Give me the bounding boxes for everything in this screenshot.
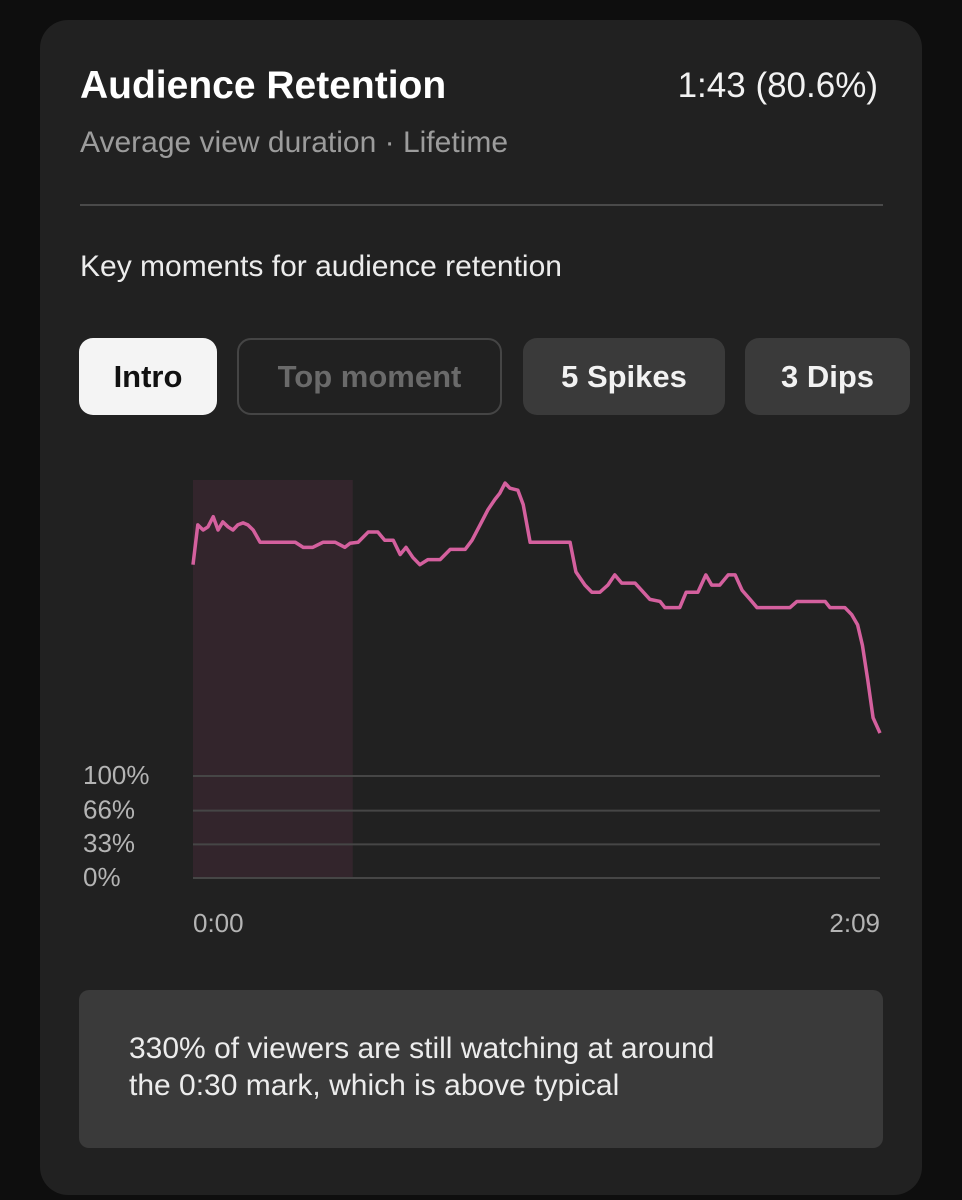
card-title: Audience Retention <box>80 64 447 107</box>
retention-line <box>191 481 882 734</box>
section-title: Key moments for audience retention <box>80 250 562 283</box>
insight-text: the 0:30 mark, which is above typical <box>129 1069 620 1102</box>
tab-dips[interactable]: 3 Dips <box>745 338 910 415</box>
x-tick-label: 0:00 <box>193 908 244 938</box>
retention-chart: 0% 33%66% 100% 0:00 2:09 <box>83 480 882 938</box>
y-tick-label: 33% <box>83 828 135 858</box>
intro-highlight <box>193 480 353 878</box>
insight-box: 330% of viewers are still watching at ar… <box>79 990 883 1148</box>
divider <box>80 204 883 206</box>
tab-intro[interactable]: Intro <box>79 338 217 415</box>
y-tick-label: 66% <box>83 795 135 825</box>
average-duration: 1:43 (80.6%) <box>677 66 878 105</box>
y-tick-label: 100% <box>83 760 150 790</box>
card-subtitle: Average view duration · Lifetime <box>80 126 508 159</box>
tab-spikes[interactable]: 5 Spikes <box>523 338 725 415</box>
insight-text: 330% of viewers are still watching at ar… <box>129 1032 715 1065</box>
y-tick-label: 0% <box>83 862 121 892</box>
tab-top-moment[interactable]: Top moment <box>237 338 502 415</box>
x-tick-label: 2:09 <box>829 908 880 938</box>
